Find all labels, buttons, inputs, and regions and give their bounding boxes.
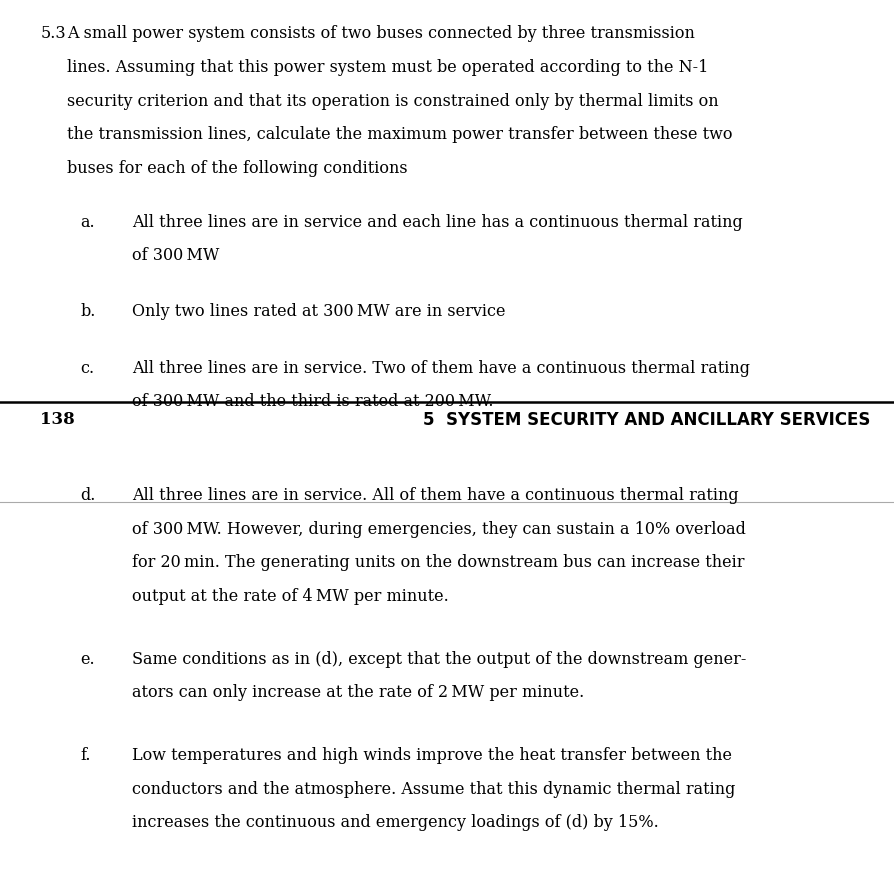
Text: c.: c. [80,360,95,376]
Text: 138: 138 [40,411,75,428]
Text: Low temperatures and high winds improve the heat transfer between the: Low temperatures and high winds improve … [132,747,731,764]
Text: buses for each of the following conditions: buses for each of the following conditio… [67,160,408,177]
Text: conductors and the atmosphere. Assume that this dynamic thermal rating: conductors and the atmosphere. Assume th… [132,781,735,797]
Text: of 300 MW and the third is rated at 200 MW.: of 300 MW and the third is rated at 200 … [132,393,493,410]
Text: Only two lines rated at 300 MW are in service: Only two lines rated at 300 MW are in se… [132,303,505,320]
Text: lines. Assuming that this power system must be operated according to the N-1: lines. Assuming that this power system m… [67,59,708,76]
Text: for 20 min. The generating units on the downstream bus can increase their: for 20 min. The generating units on the … [132,554,744,571]
Text: ators can only increase at the rate of 2 MW per minute.: ators can only increase at the rate of 2… [132,684,584,701]
Text: e.: e. [80,651,95,668]
Text: a.: a. [80,214,95,231]
Text: d.: d. [80,487,96,504]
Text: b.: b. [80,303,96,320]
Text: 5  SYSTEM SECURITY AND ANCILLARY SERVICES: 5 SYSTEM SECURITY AND ANCILLARY SERVICES [422,411,869,429]
Text: 5.3: 5.3 [40,25,66,42]
Text: All three lines are in service. Two of them have a continuous thermal rating: All three lines are in service. Two of t… [132,360,750,376]
Text: of 300 MW: of 300 MW [132,247,220,264]
Text: security criterion and that its operation is constrained only by thermal limits : security criterion and that its operatio… [67,93,718,109]
Text: of 300 MW. However, during emergencies, they can sustain a 10% overload: of 300 MW. However, during emergencies, … [132,521,746,538]
Text: f.: f. [80,747,91,764]
Text: All three lines are in service and each line has a continuous thermal rating: All three lines are in service and each … [132,214,742,231]
Text: the transmission lines, calculate the maximum power transfer between these two: the transmission lines, calculate the ma… [67,126,732,143]
Text: A small power system consists of two buses connected by three transmission: A small power system consists of two bus… [67,25,695,42]
Text: Same conditions as in (d), except that the output of the downstream gener-: Same conditions as in (d), except that t… [132,651,746,668]
Text: increases the continuous and emergency loadings of (d) by 15%.: increases the continuous and emergency l… [132,814,659,831]
Text: All three lines are in service. All of them have a continuous thermal rating: All three lines are in service. All of t… [132,487,738,504]
Text: output at the rate of 4 MW per minute.: output at the rate of 4 MW per minute. [132,588,449,605]
